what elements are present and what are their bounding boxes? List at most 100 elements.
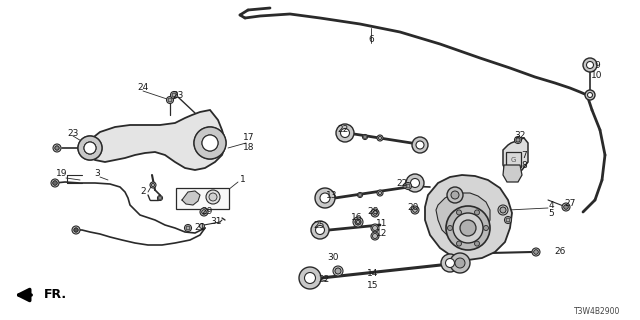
Circle shape	[588, 92, 593, 98]
Text: 15: 15	[367, 282, 379, 291]
Circle shape	[372, 211, 377, 215]
Circle shape	[403, 184, 407, 188]
Circle shape	[564, 205, 568, 209]
Circle shape	[453, 213, 483, 243]
Polygon shape	[82, 110, 225, 170]
Circle shape	[74, 228, 78, 232]
Circle shape	[378, 191, 381, 195]
Circle shape	[372, 234, 377, 238]
Circle shape	[150, 182, 156, 188]
Circle shape	[516, 138, 520, 142]
Circle shape	[194, 127, 226, 159]
Text: 9: 9	[594, 61, 600, 70]
Circle shape	[194, 127, 226, 159]
Circle shape	[78, 136, 102, 160]
Circle shape	[455, 258, 465, 268]
Polygon shape	[503, 165, 522, 182]
FancyBboxPatch shape	[175, 188, 228, 209]
Circle shape	[413, 208, 417, 212]
Circle shape	[534, 250, 538, 254]
Text: 10: 10	[591, 70, 603, 79]
Circle shape	[371, 232, 379, 240]
Circle shape	[356, 220, 360, 224]
Text: 23: 23	[67, 129, 79, 138]
Circle shape	[411, 206, 419, 214]
Circle shape	[410, 179, 419, 188]
Text: 26: 26	[554, 247, 566, 257]
Circle shape	[74, 228, 78, 232]
Circle shape	[55, 146, 59, 150]
Circle shape	[362, 134, 367, 140]
Circle shape	[404, 182, 412, 189]
Circle shape	[498, 205, 508, 215]
Circle shape	[320, 193, 330, 203]
Circle shape	[316, 226, 324, 235]
Circle shape	[583, 58, 597, 72]
Text: 2: 2	[140, 188, 146, 196]
Circle shape	[412, 137, 428, 153]
Circle shape	[406, 174, 424, 192]
Circle shape	[355, 219, 361, 225]
Text: 19: 19	[56, 170, 68, 179]
Circle shape	[534, 250, 538, 254]
Circle shape	[372, 234, 378, 238]
Text: 27: 27	[564, 199, 576, 209]
Circle shape	[84, 142, 96, 154]
Circle shape	[151, 183, 155, 187]
Circle shape	[372, 226, 377, 230]
Text: 14: 14	[367, 268, 379, 277]
Circle shape	[413, 208, 417, 212]
Circle shape	[55, 146, 60, 150]
Circle shape	[456, 241, 461, 246]
Circle shape	[500, 207, 506, 213]
Circle shape	[416, 141, 424, 149]
Text: 24: 24	[138, 83, 148, 92]
Circle shape	[358, 193, 362, 197]
Circle shape	[166, 97, 173, 103]
Circle shape	[585, 90, 595, 100]
Circle shape	[202, 135, 218, 151]
Circle shape	[378, 136, 381, 140]
Circle shape	[202, 210, 206, 214]
Circle shape	[504, 217, 511, 223]
Circle shape	[184, 225, 191, 231]
Text: 3: 3	[94, 170, 100, 179]
Text: 31: 31	[211, 218, 221, 227]
Circle shape	[446, 206, 490, 250]
Circle shape	[447, 226, 452, 230]
Circle shape	[311, 221, 329, 239]
Circle shape	[377, 190, 383, 196]
Text: 22: 22	[318, 276, 330, 284]
Circle shape	[168, 98, 172, 102]
Circle shape	[562, 203, 570, 211]
Circle shape	[355, 219, 361, 225]
Text: 21: 21	[195, 222, 205, 231]
Circle shape	[78, 136, 102, 160]
Circle shape	[209, 193, 217, 201]
Circle shape	[474, 241, 479, 246]
Text: T3W4B2900: T3W4B2900	[574, 308, 620, 316]
Circle shape	[53, 144, 61, 152]
Text: FR.: FR.	[44, 289, 67, 301]
Text: 8: 8	[521, 161, 527, 170]
Text: 13: 13	[326, 190, 338, 199]
Circle shape	[186, 226, 190, 230]
Polygon shape	[182, 191, 200, 205]
Circle shape	[516, 138, 520, 142]
Text: 22: 22	[396, 179, 408, 188]
Text: 30: 30	[327, 253, 339, 262]
Text: 25: 25	[314, 220, 324, 229]
Circle shape	[586, 61, 593, 68]
Circle shape	[200, 223, 205, 228]
Text: 29: 29	[202, 207, 212, 217]
Circle shape	[353, 217, 363, 227]
Text: G: G	[510, 157, 516, 163]
Circle shape	[340, 129, 349, 138]
Circle shape	[206, 190, 220, 204]
Circle shape	[564, 205, 568, 209]
Circle shape	[372, 211, 377, 215]
Circle shape	[315, 188, 335, 208]
Text: 20: 20	[407, 204, 419, 212]
Text: 32: 32	[515, 132, 525, 140]
Text: 16: 16	[351, 213, 363, 222]
